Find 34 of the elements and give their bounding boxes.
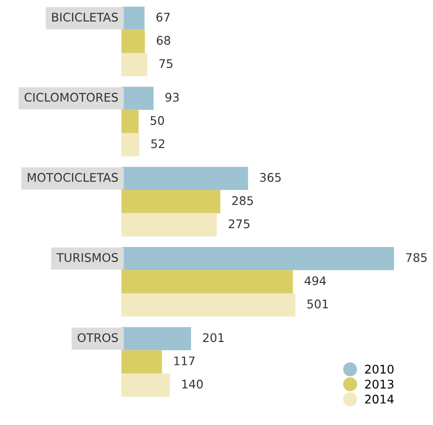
legend-label: 2010 bbox=[365, 364, 394, 374]
bar bbox=[121, 30, 145, 54]
data-label: 75 bbox=[159, 59, 172, 68]
data-label: 67 bbox=[156, 12, 170, 22]
bar bbox=[121, 374, 170, 397]
data-label: 93 bbox=[165, 92, 179, 102]
y-tick-label: MOTOCICLETAS bbox=[28, 172, 118, 182]
data-label: 501 bbox=[307, 300, 328, 308]
bar bbox=[121, 270, 293, 294]
y-tick-label: TURISMOS bbox=[56, 253, 118, 262]
bar bbox=[121, 213, 217, 237]
bar bbox=[121, 293, 296, 317]
bar bbox=[121, 86, 154, 110]
data-label: 494 bbox=[304, 276, 326, 286]
data-label: 201 bbox=[203, 333, 224, 342]
legend-label: 2014 bbox=[365, 394, 394, 404]
data-label: 117 bbox=[174, 356, 195, 366]
y-tick-label: CICLOMOTORES bbox=[24, 92, 118, 102]
y-tick-label: OTROS bbox=[78, 333, 118, 342]
y-tick-label: BICICLETAS bbox=[52, 12, 118, 22]
data-label: 50 bbox=[150, 116, 164, 125]
data-label: 275 bbox=[228, 219, 250, 228]
bar bbox=[121, 110, 139, 134]
data-label: 285 bbox=[232, 196, 253, 206]
data-label: 140 bbox=[182, 380, 203, 389]
data-label: 785 bbox=[406, 253, 427, 262]
bar bbox=[121, 53, 148, 76]
legend-label: 2013 bbox=[365, 380, 394, 389]
data-label: 365 bbox=[260, 172, 281, 182]
data-label: 68 bbox=[156, 36, 170, 45]
bar bbox=[121, 350, 162, 374]
bar bbox=[121, 133, 140, 156]
data-label: 52 bbox=[151, 139, 164, 148]
bar bbox=[121, 190, 220, 214]
